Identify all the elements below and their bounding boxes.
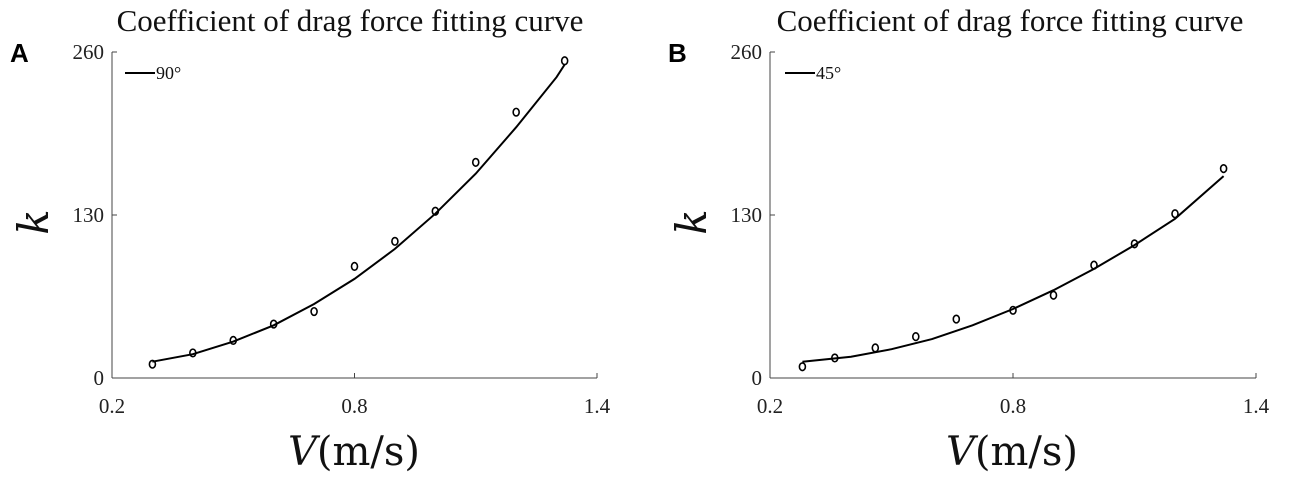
y-tick-label: 0 bbox=[94, 366, 105, 390]
x-tick-label: 0.2 bbox=[757, 394, 783, 418]
y-tick-label: 130 bbox=[73, 203, 105, 227]
x-tick-label: 1.4 bbox=[1243, 394, 1270, 418]
data-point-b bbox=[911, 332, 920, 342]
fit-curve-a bbox=[152, 63, 566, 363]
y-ticks-a: 0 130 260 bbox=[73, 40, 117, 390]
data-point-a bbox=[471, 157, 480, 167]
data-point-a bbox=[189, 348, 197, 358]
x-axis-label-unit-b: (m/s) bbox=[975, 429, 1078, 475]
fit-curve-b bbox=[802, 175, 1225, 363]
data-point-b bbox=[1130, 239, 1139, 249]
data-point-b bbox=[1090, 260, 1098, 270]
data-point-b bbox=[1049, 290, 1058, 300]
x-axis-label-var-b: V bbox=[946, 429, 979, 475]
panel-label-a: A bbox=[10, 38, 29, 68]
data-point-b bbox=[798, 362, 807, 372]
data-point-a bbox=[229, 335, 238, 345]
data-point-a bbox=[391, 236, 399, 246]
legend-label-b: 45° bbox=[816, 63, 841, 83]
panel-a: Coefficient of drag force fitting curve … bbox=[9, 3, 611, 475]
data-point-a bbox=[269, 319, 278, 329]
plot-area-a bbox=[148, 56, 569, 369]
y-tick-label: 0 bbox=[752, 366, 763, 390]
y-tick-label: 260 bbox=[73, 40, 105, 64]
x-axis-label-var-a: V bbox=[288, 429, 321, 475]
y-tick-label: 130 bbox=[731, 203, 763, 227]
data-point-b bbox=[952, 314, 961, 324]
x-axis-label-unit-a: (m/s) bbox=[317, 429, 420, 475]
data-point-b bbox=[1009, 305, 1017, 315]
chart-title-b: Coefficient of drag force fitting curve bbox=[777, 3, 1244, 38]
data-point-b bbox=[1219, 164, 1228, 174]
data-point-a bbox=[560, 56, 569, 66]
legend-a: 90° bbox=[125, 63, 181, 83]
panel-label-b: B bbox=[668, 38, 687, 68]
data-point-a bbox=[310, 306, 318, 317]
x-tick-label: 0.8 bbox=[341, 394, 367, 418]
data-point-a bbox=[512, 107, 520, 117]
data-point-b bbox=[1171, 209, 1179, 219]
y-ticks-b: 0 130 260 bbox=[731, 40, 775, 390]
x-tick-label: 1.4 bbox=[584, 394, 611, 418]
legend-b: 45° bbox=[785, 63, 841, 83]
x-tick-label: 0.2 bbox=[99, 394, 125, 418]
x-axis-label-b: V(m/s) bbox=[946, 429, 1078, 475]
y-tick-label: 260 bbox=[731, 40, 763, 64]
data-point-b bbox=[871, 343, 880, 353]
y-axis-label-a: k bbox=[9, 209, 58, 234]
legend-label-a: 90° bbox=[156, 63, 181, 83]
x-tick-label: 0.8 bbox=[1000, 394, 1026, 418]
x-ticks-b: 0.2 0.8 1.4 bbox=[757, 373, 1270, 418]
data-point-a bbox=[350, 261, 359, 272]
plot-area-b bbox=[798, 164, 1228, 372]
chart-title-a: Coefficient of drag force fitting curve bbox=[117, 3, 584, 38]
panel-b: Coefficient of drag force fitting curve … bbox=[667, 3, 1270, 475]
data-point-a bbox=[148, 359, 157, 369]
y-axis-label-b: k bbox=[667, 209, 716, 234]
data-point-a bbox=[431, 206, 440, 216]
data-point-b bbox=[830, 353, 839, 363]
x-ticks-a: 0.2 0.8 1.4 bbox=[99, 373, 611, 418]
x-axis-label-a: V(m/s) bbox=[288, 429, 420, 475]
